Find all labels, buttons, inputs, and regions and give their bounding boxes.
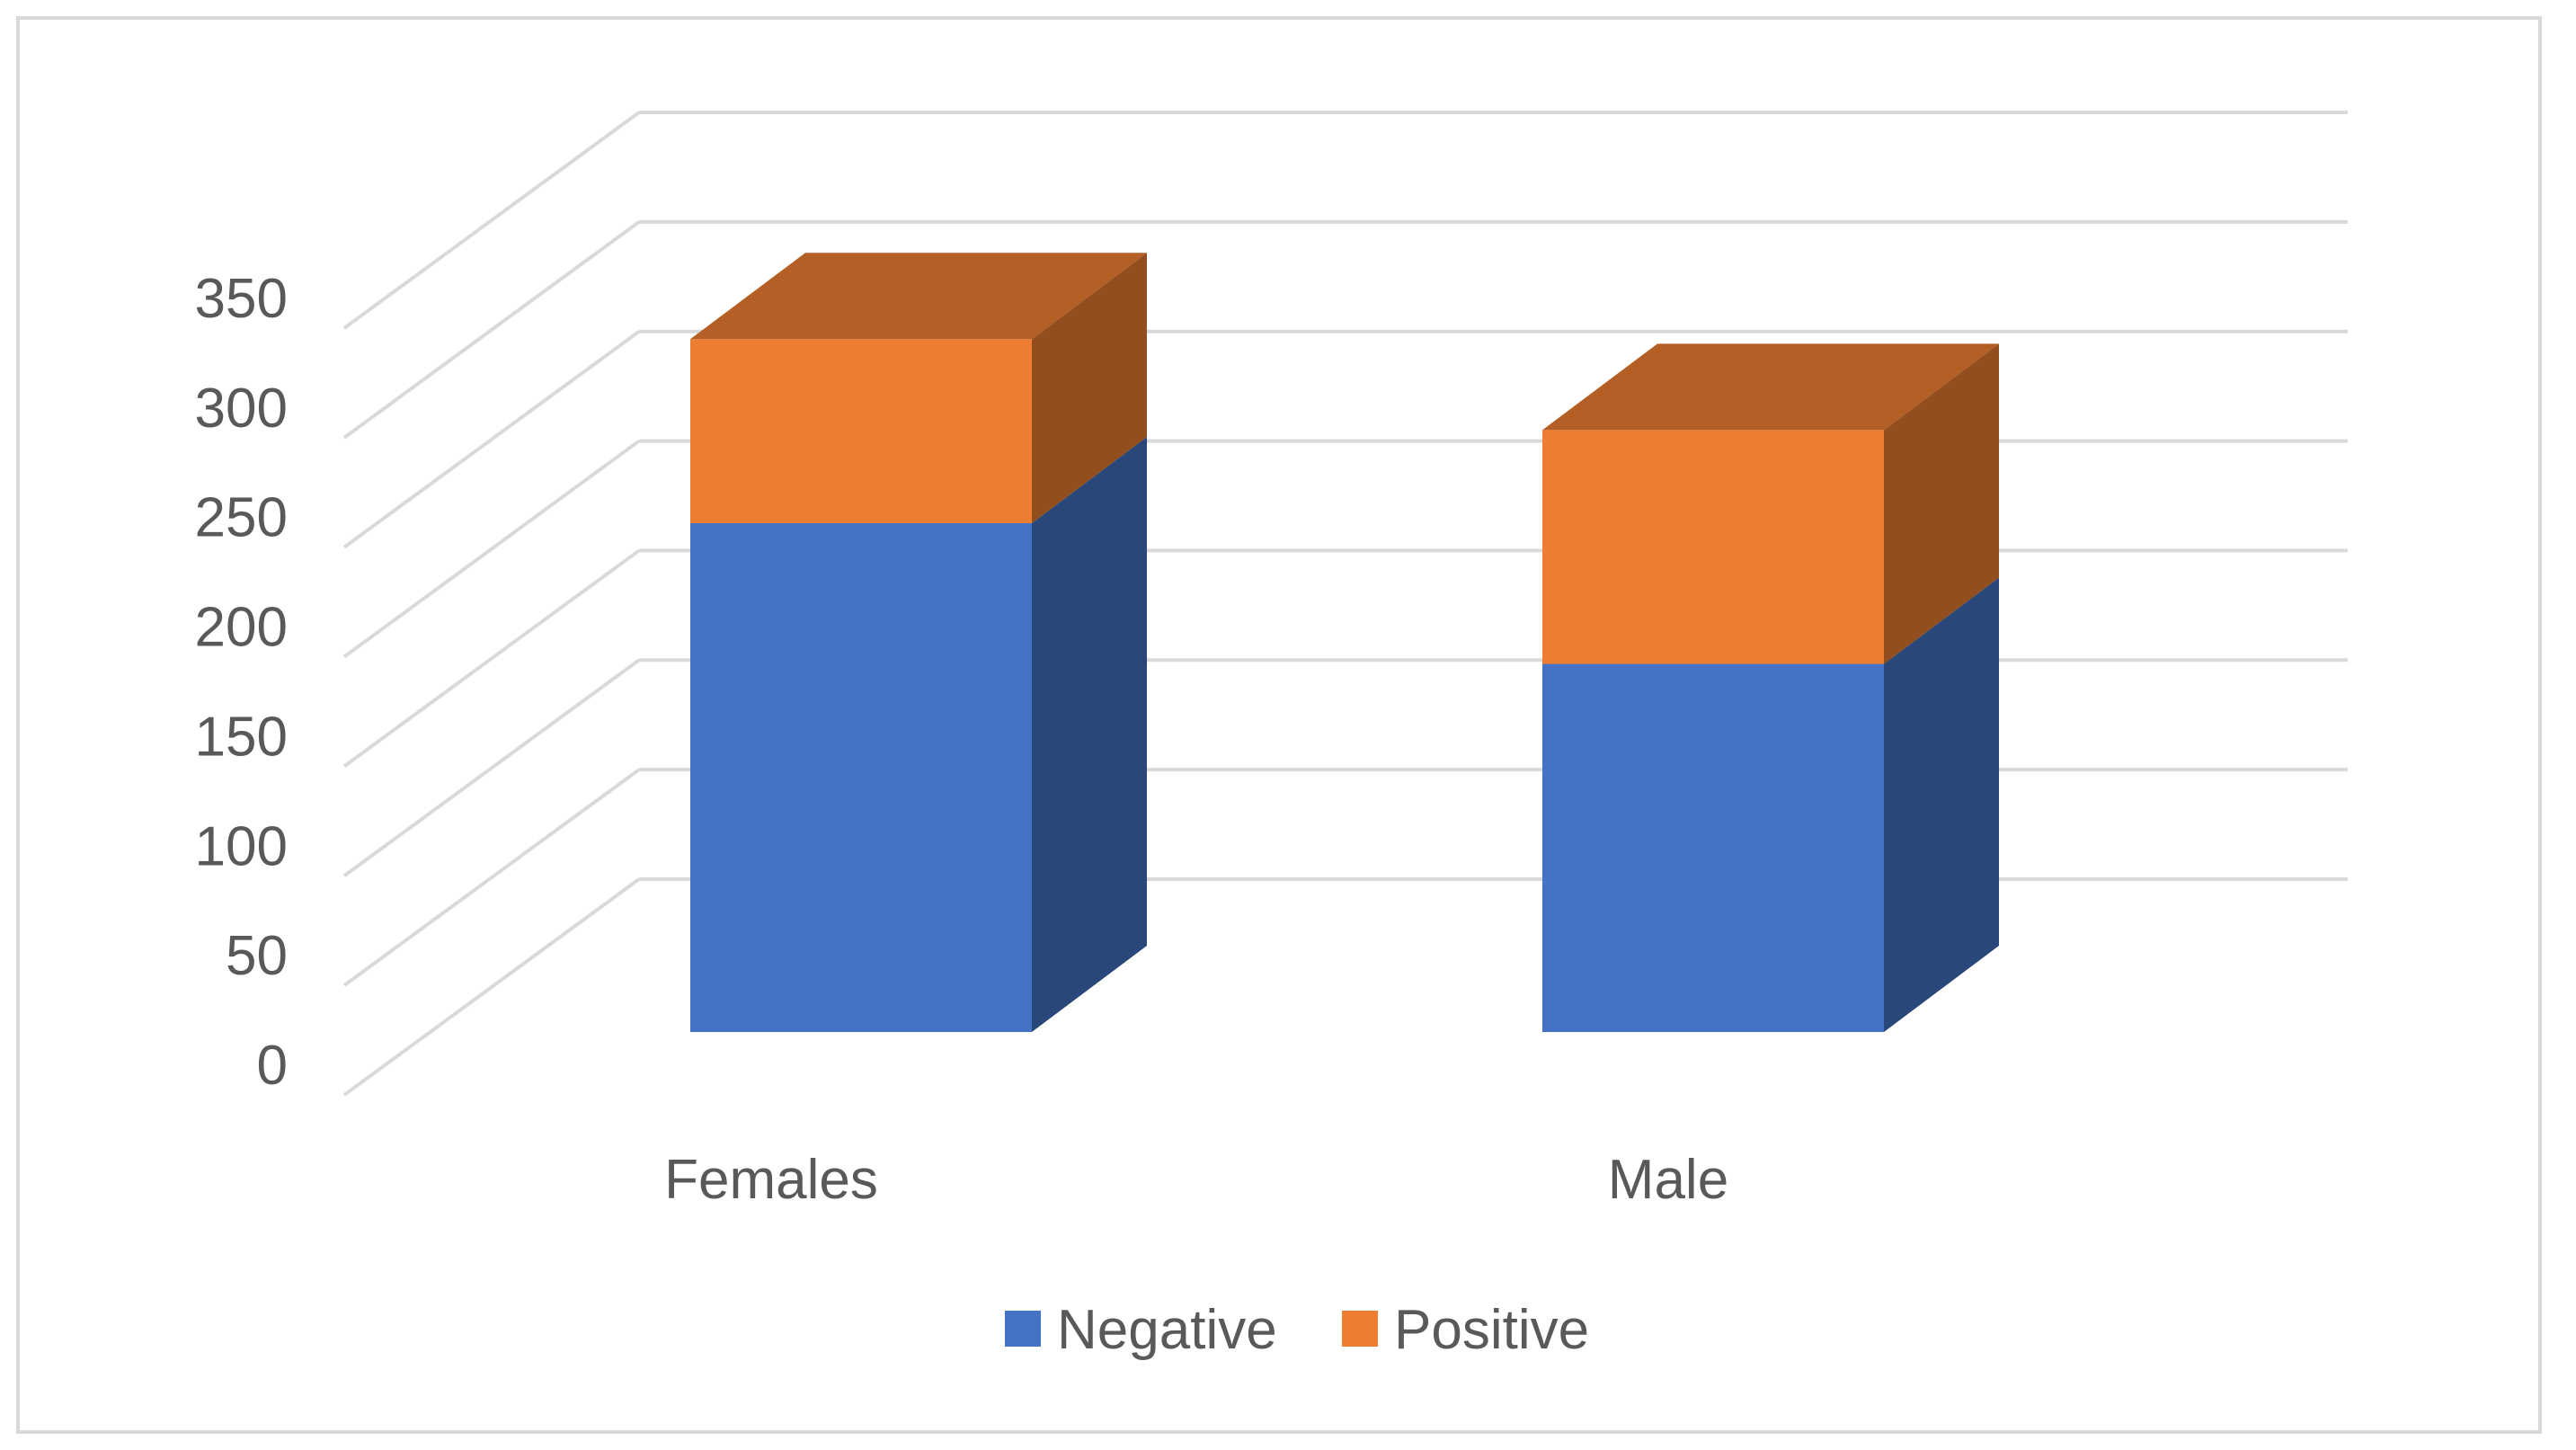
gridline-side-350 bbox=[342, 111, 641, 330]
x-category-label: Females bbox=[664, 1149, 878, 1211]
y-tick-label: 150 bbox=[195, 706, 288, 768]
bar-females-positive-top bbox=[690, 253, 1147, 340]
legend-swatch-positive bbox=[1342, 1311, 1378, 1347]
gridlines bbox=[342, 111, 2348, 1097]
y-tick-label: 250 bbox=[195, 487, 288, 549]
gridline-side-300 bbox=[342, 220, 641, 440]
legend: Negative Positive bbox=[1005, 1299, 1589, 1361]
legend-swatch-negative bbox=[1005, 1311, 1041, 1347]
bar-male-negative-front bbox=[1542, 663, 1884, 1032]
bar-females-positive-side bbox=[1032, 253, 1147, 523]
y-tick-label: 350 bbox=[195, 268, 288, 330]
y-tick-label: 300 bbox=[195, 378, 288, 440]
bar-male-positive-top bbox=[1542, 343, 1999, 431]
gridline-side-150 bbox=[342, 548, 641, 769]
legend-label-positive: Positive bbox=[1394, 1299, 1589, 1361]
gridline-side-50 bbox=[342, 768, 641, 987]
bar-male bbox=[1542, 343, 1999, 1032]
bar-females-positive-front bbox=[690, 339, 1032, 523]
y-tick-label: 200 bbox=[195, 597, 288, 659]
bar-females-negative-front bbox=[690, 522, 1032, 1032]
gridline-side-250 bbox=[342, 330, 641, 549]
legend-label-negative: Negative bbox=[1057, 1299, 1277, 1361]
bar-male-positive-side bbox=[1884, 343, 1999, 664]
gridline-side-0 bbox=[342, 877, 641, 1097]
bar-females-negative-side bbox=[1032, 436, 1147, 1032]
y-tick-label: 50 bbox=[226, 925, 288, 987]
x-category-label: Male bbox=[1608, 1149, 1728, 1211]
gridline-side-200 bbox=[342, 439, 641, 659]
chart-frame bbox=[16, 16, 2542, 1434]
bar-females bbox=[690, 253, 1147, 1032]
y-tick-label: 100 bbox=[195, 815, 288, 877]
gridline-side-100 bbox=[342, 658, 641, 877]
y-tick-label: 0 bbox=[257, 1035, 288, 1097]
bars bbox=[690, 253, 1999, 1032]
y-axis-tick-labels: 0 50 100 150 200 250 300 350 bbox=[195, 268, 288, 1097]
x-axis-category-labels: Females Male bbox=[664, 1149, 1728, 1211]
bar-male-negative-side bbox=[1884, 577, 1999, 1032]
bar-male-positive-front bbox=[1542, 430, 1884, 664]
